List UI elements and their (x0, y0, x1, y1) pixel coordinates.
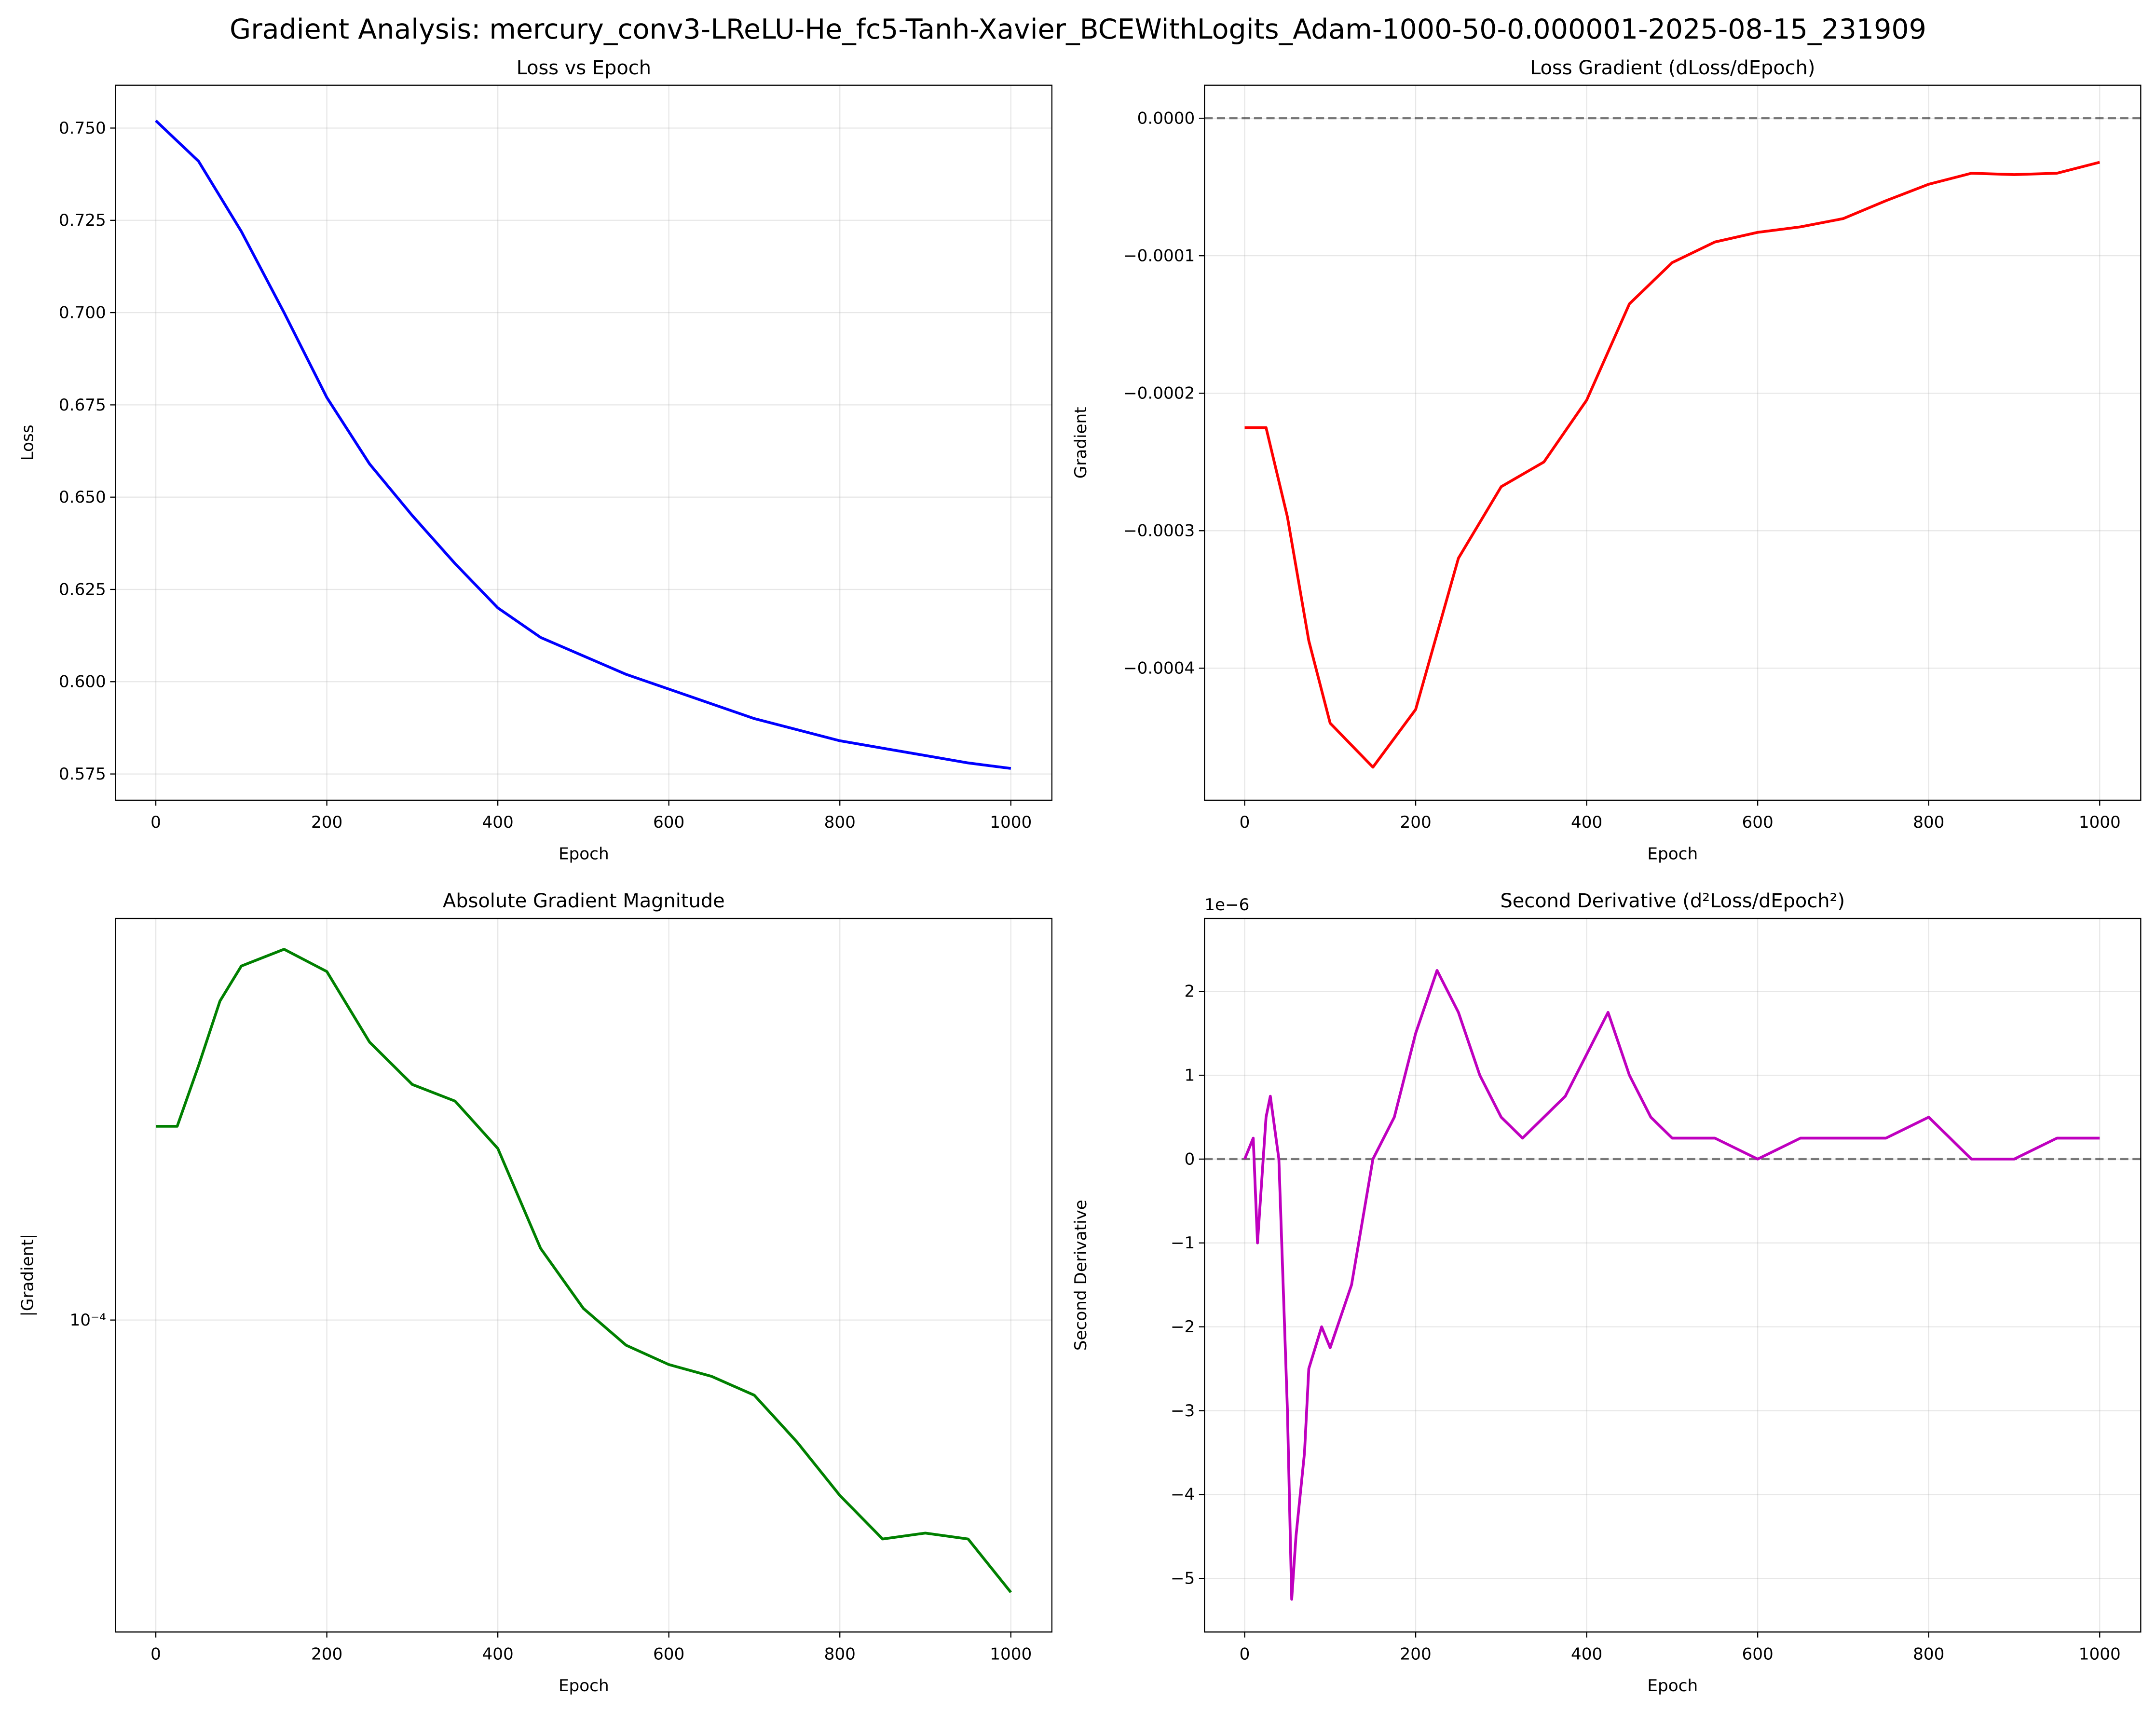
x-axis-label: Epoch (1647, 844, 1698, 863)
y-tick-label: −2 (1171, 1317, 1195, 1337)
x-tick-label: 400 (1571, 813, 1602, 832)
y-tick-label: 10⁻⁴ (70, 1311, 106, 1330)
x-tick-label: 1000 (990, 1644, 1032, 1664)
x-tick-label: 600 (1742, 813, 1774, 832)
y-tick-label: −4 (1171, 1485, 1195, 1504)
y-axis-label: Second Derivative (1071, 1200, 1091, 1351)
x-tick-label: 800 (824, 813, 856, 832)
y-tick-label: −3 (1171, 1401, 1195, 1421)
x-axis-label: Epoch (559, 844, 609, 863)
y-tick-label: −0.0002 (1123, 384, 1195, 403)
data-line (1243, 969, 2100, 1601)
x-tick-label: 800 (824, 1644, 856, 1664)
y-tick-label: −1 (1171, 1233, 1195, 1253)
x-tick-label: 400 (482, 813, 514, 832)
data-line (156, 948, 1012, 1593)
x-tick-label: 200 (1400, 813, 1431, 832)
x-tick-label: 0 (150, 1644, 161, 1664)
axes-frame (1204, 84, 2142, 801)
offset-label: 1e−6 (1204, 895, 1249, 915)
x-tick-label: 1000 (2079, 1644, 2121, 1664)
y-tick-label: 0.575 (59, 765, 106, 784)
x-tick-label: 200 (1400, 1644, 1431, 1664)
y-tick-label: −5 (1171, 1569, 1195, 1588)
data-line (1244, 161, 2100, 769)
x-axis-label: Epoch (559, 1676, 609, 1695)
x-tick-label: 0 (150, 813, 161, 832)
axes-title: Absolute Gradient Magnitude (443, 890, 725, 912)
axes-title: Second Derivative (d²Loss/dEpoch²) (1500, 890, 1845, 912)
x-tick-label: 0 (1240, 813, 1250, 832)
x-tick-label: 200 (311, 1644, 342, 1664)
x-axis-label: Epoch (1647, 1676, 1698, 1695)
axes-frame (115, 84, 1052, 801)
x-tick-label: 400 (482, 1644, 514, 1664)
y-tick-label: −0.0003 (1123, 521, 1195, 541)
axes-title: Loss Gradient (dLoss/dEpoch) (1530, 57, 1815, 79)
x-tick-label: 800 (1913, 1644, 1944, 1664)
y-tick-label: 0.700 (59, 303, 106, 322)
y-tick-label: 0.725 (59, 211, 106, 230)
x-tick-label: 0 (1240, 1644, 1250, 1664)
x-tick-label: 600 (653, 1644, 684, 1664)
y-tick-label: −0.0001 (1123, 246, 1195, 266)
y-tick-label: 0.675 (59, 396, 106, 415)
y-tick-label: −0.0004 (1123, 659, 1195, 678)
data-line (155, 120, 1011, 770)
x-tick-label: 400 (1571, 1644, 1602, 1664)
y-tick-label: 0 (1185, 1149, 1195, 1169)
y-tick-label: 0.650 (59, 488, 106, 507)
y-tick-label: 0.750 (59, 119, 106, 138)
y-axis-label: Loss (18, 424, 38, 461)
x-tick-label: 600 (653, 813, 684, 832)
y-axis-label: Gradient (1071, 407, 1091, 479)
x-tick-label: 1000 (990, 813, 1032, 832)
x-tick-label: 600 (1742, 1644, 1774, 1664)
y-tick-label: 0.625 (59, 580, 106, 599)
x-tick-label: 800 (1913, 813, 1944, 832)
figure-title: Gradient Analysis: mercury_conv3-LReLU-H… (230, 14, 1926, 45)
y-axis-label: |Gradient| (18, 1234, 38, 1317)
x-tick-label: 1000 (2079, 813, 2121, 832)
axes-title: Loss vs Epoch (517, 57, 651, 79)
axes-frame (1204, 917, 2142, 1633)
axes-frame (115, 917, 1052, 1633)
x-tick-label: 200 (311, 813, 342, 832)
y-tick-label: 0.600 (59, 672, 106, 692)
y-tick-label: 0.0000 (1137, 109, 1195, 128)
y-tick-label: 1 (1185, 1066, 1195, 1085)
y-tick-label: 2 (1185, 982, 1195, 1001)
